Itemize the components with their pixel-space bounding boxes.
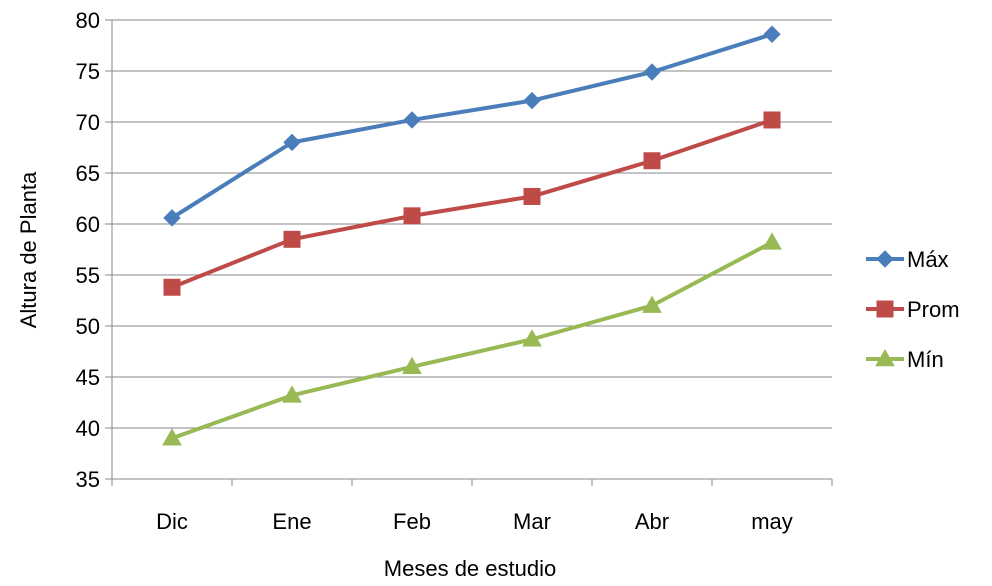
y-tick-label: 75 bbox=[76, 59, 100, 84]
y-tick-label: 45 bbox=[76, 365, 100, 390]
legend-item: Prom bbox=[866, 297, 960, 322]
y-tick-label: 50 bbox=[76, 314, 100, 339]
data-point bbox=[282, 385, 302, 403]
y-tick-label: 35 bbox=[76, 467, 100, 492]
gridlines bbox=[112, 19, 832, 429]
y-tick-label: 80 bbox=[76, 8, 100, 33]
data-point bbox=[403, 111, 421, 129]
data-point bbox=[763, 111, 781, 129]
x-tick-label: Mar bbox=[513, 509, 551, 534]
x-tick-label: Abr bbox=[635, 509, 669, 534]
series-line bbox=[171, 118, 773, 290]
series-line bbox=[171, 240, 773, 441]
data-series bbox=[162, 25, 782, 446]
x-tick-label: may bbox=[751, 509, 793, 534]
data-point bbox=[523, 187, 541, 205]
axes bbox=[105, 19, 833, 486]
y-tick-label: 60 bbox=[76, 212, 100, 237]
x-tick-label: Dic bbox=[156, 509, 188, 534]
legend-marker bbox=[876, 250, 894, 268]
legend-marker bbox=[875, 348, 895, 367]
data-point bbox=[162, 428, 182, 446]
data-point bbox=[642, 295, 662, 313]
series-line bbox=[170, 32, 773, 220]
data-point bbox=[643, 152, 661, 170]
x-tick-label: Ene bbox=[272, 509, 311, 534]
y-tick-label: 70 bbox=[76, 110, 100, 135]
data-point bbox=[283, 230, 301, 248]
series-3 bbox=[162, 232, 782, 446]
x-tick-labels: Dic Ene Feb Mar Abr may bbox=[156, 509, 793, 534]
y-tick-label: 65 bbox=[76, 161, 100, 186]
legend-item: Mín bbox=[866, 347, 944, 372]
data-point bbox=[163, 209, 181, 227]
y-tick-label: 40 bbox=[76, 416, 100, 441]
legend-label: Prom bbox=[907, 297, 960, 322]
y-axis-title: Altura de Planta bbox=[16, 171, 41, 328]
x-tick-label: Feb bbox=[393, 509, 431, 534]
data-point bbox=[403, 207, 421, 225]
data-point bbox=[763, 25, 781, 43]
data-point bbox=[762, 232, 782, 250]
data-point bbox=[402, 356, 422, 375]
series-1 bbox=[163, 25, 781, 227]
data-point bbox=[283, 133, 301, 152]
legend: Máx Prom Mín bbox=[866, 247, 960, 372]
legend-marker bbox=[876, 300, 894, 318]
data-point bbox=[523, 91, 541, 110]
y-tick-label: 55 bbox=[76, 263, 100, 288]
legend-label: Mín bbox=[907, 347, 944, 372]
series-2 bbox=[163, 111, 781, 296]
legend-item: Máx bbox=[866, 247, 949, 272]
data-point bbox=[522, 329, 542, 347]
x-axis-title: Meses de estudio bbox=[384, 556, 556, 581]
legend-label: Máx bbox=[907, 247, 949, 272]
data-point bbox=[643, 63, 661, 81]
y-tick-labels: 35 40 45 50 55 60 65 70 75 80 bbox=[76, 8, 100, 492]
data-point bbox=[163, 278, 181, 296]
